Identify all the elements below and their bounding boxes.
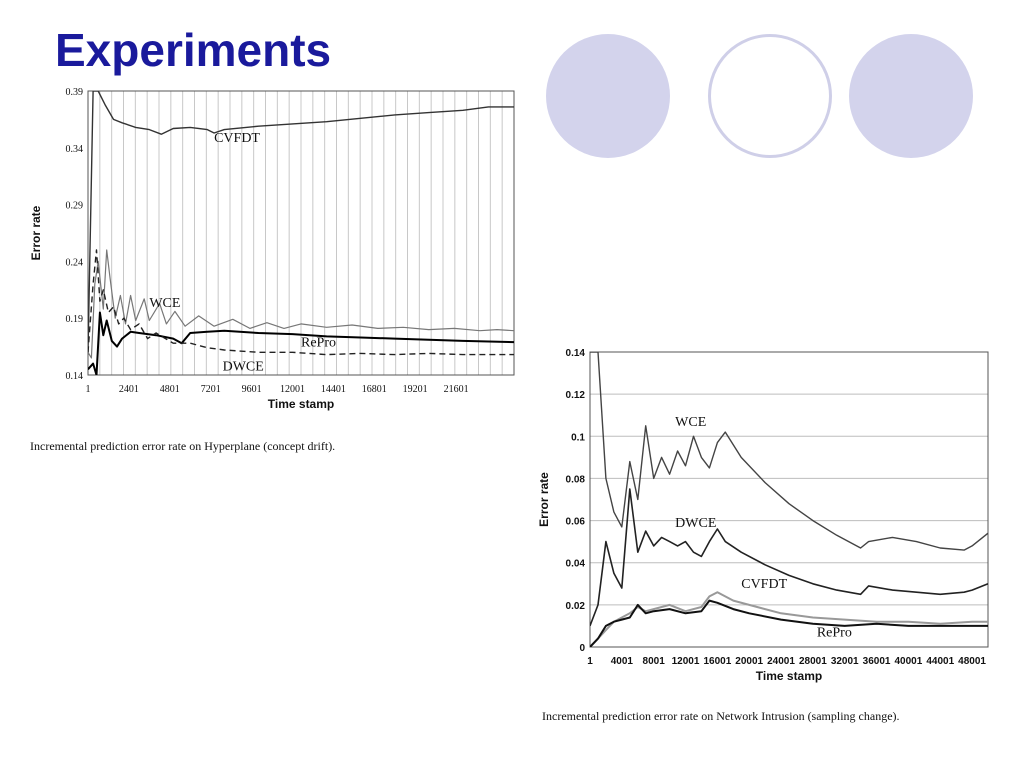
- series-line-wce: [88, 249, 514, 359]
- y-tick-label: 0.06: [566, 517, 586, 528]
- network-intrusion-chart-svg: 0.14 0.12 0.1 0.08 0.06 0.04 0.02 01 4001 8001 120…: [537, 348, 989, 683]
- x-tick-label: 36001: [863, 656, 891, 667]
- series-line-repro: [88, 311, 514, 375]
- slide-title: Experiments: [55, 24, 332, 76]
- network-intrusion-chart: 0.14 0.12 0.1 0.08 0.06 0.04 0.02 0 1 4001 8001 120…: [534, 342, 998, 694]
- series-line-repro: [590, 599, 988, 647]
- x-tick-label: 20001: [735, 656, 763, 667]
- hyperplane-chart-caption: Incremental prediction error rate on Hyp…: [30, 439, 336, 453]
- y-tick-label: 0.19: [66, 314, 84, 325]
- x-tick-label: 7201: [201, 384, 221, 395]
- x-tick-label: 9601: [242, 384, 262, 395]
- plot-frame: [589, 351, 989, 648]
- x-tick-label: 44001: [926, 656, 954, 667]
- y-tick-label: 0.08: [566, 474, 586, 485]
- x-tick-label: 28001: [799, 656, 827, 667]
- gridlines: [590, 351, 988, 648]
- hyperplane-chart-svg: 0.39 0.34 0.29 0.24 0.19 0.141 2401 4801 7201 960…: [29, 87, 515, 411]
- decorative-circle-ring: [708, 34, 832, 158]
- plot-frame: [87, 90, 515, 376]
- x-tick-label: 4001: [611, 656, 634, 667]
- series-label-repro: RePro: [817, 625, 852, 640]
- y-tick-label: 0.14: [566, 348, 586, 359]
- series-line-cvfdt: [88, 91, 514, 353]
- y-tick-label: 0: [579, 643, 585, 654]
- series-line-wce: [590, 352, 988, 551]
- series-label-dwce: DWCE: [223, 359, 264, 374]
- series-label-wce: WCE: [675, 415, 706, 430]
- x-tick-label: 16801: [362, 384, 387, 395]
- y-tick-label: 0.14: [66, 371, 84, 382]
- gridlines: [87, 91, 515, 375]
- hyperplane-chart: 0.39 0.34 0.29 0.24 0.19 0.14 1 2401 4801 7201 960…: [24, 86, 520, 422]
- y-tick-label: 0.12: [566, 390, 586, 401]
- x-tick-label: 1: [587, 656, 593, 667]
- y-axis-label: Error rate: [29, 205, 43, 260]
- y-tick-label: 0.04: [566, 559, 586, 570]
- x-tick-label: 40001: [895, 656, 923, 667]
- series-label-dwce: DWCE: [675, 516, 716, 531]
- x-tick-label: 19201: [403, 384, 428, 395]
- series-label-repro: RePro: [301, 336, 336, 351]
- series-group: [88, 91, 514, 375]
- network-intrusion-chart-caption: Incremental prediction error rate on Net…: [542, 709, 900, 723]
- y-tick-label: 0.39: [66, 87, 84, 98]
- decorative-circle-filled-right: [849, 34, 973, 158]
- x-tick-label: 8001: [643, 656, 666, 667]
- x-tick-label: 48001: [958, 656, 986, 667]
- y-tick-label: 0.24: [66, 257, 84, 268]
- x-tick-label: 2401: [119, 384, 139, 395]
- y-tick-label: 0.02: [566, 601, 586, 612]
- y-tick-label: 0.1: [571, 432, 585, 443]
- x-axis-label: Time stamp: [756, 669, 822, 683]
- x-tick-label: 32001: [831, 656, 859, 667]
- x-tick-label: 12001: [280, 384, 305, 395]
- series-label-cvfdt: CVFDT: [741, 577, 787, 592]
- series-label-cvfdt: CVFDT: [214, 131, 260, 146]
- x-tick-label: 4801: [160, 384, 180, 395]
- x-tick-label: 21601: [444, 384, 469, 395]
- series-line-dwce: [590, 488, 988, 627]
- x-tick-label: 1: [86, 384, 91, 395]
- series-label-wce: WCE: [149, 296, 180, 311]
- x-tick-label: 12001: [672, 656, 700, 667]
- series-group: [590, 352, 988, 647]
- x-tick-label: 24001: [767, 656, 795, 667]
- series-line-dwce: [88, 249, 514, 356]
- y-axis-label: Error rate: [537, 472, 551, 527]
- decorative-circle-filled-left: [546, 34, 670, 158]
- y-tick-label: 0.34: [66, 144, 84, 155]
- y-tick-label: 0.29: [66, 201, 84, 212]
- x-tick-label: 14401: [321, 384, 346, 395]
- x-tick-label: 16001: [703, 656, 731, 667]
- series-line-cvfdt: [590, 591, 988, 647]
- x-axis-label: Time stamp: [268, 397, 334, 411]
